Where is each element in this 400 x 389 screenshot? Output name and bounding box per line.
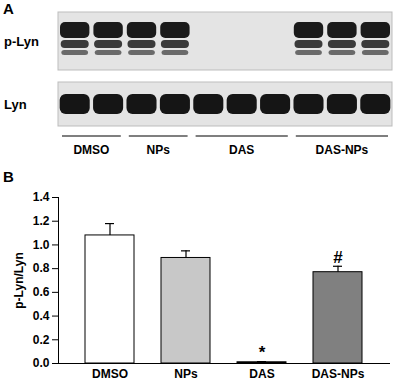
svg-text:A: A — [3, 0, 14, 17]
svg-text:NPs: NPs — [174, 367, 198, 381]
svg-text:p-Lyn/Lyn: p-Lyn/Lyn — [12, 252, 26, 308]
svg-text:DAS: DAS — [229, 143, 254, 157]
svg-text:DMSO: DMSO — [73, 143, 109, 157]
svg-text:DMSO: DMSO — [92, 367, 128, 381]
svg-text:NPs: NPs — [147, 143, 171, 157]
svg-text:DAS-NPs: DAS-NPs — [312, 367, 365, 381]
svg-text:0.2: 0.2 — [33, 333, 50, 347]
svg-text:*: * — [259, 343, 266, 362]
svg-text:Lyn: Lyn — [4, 97, 27, 112]
svg-text:DAS: DAS — [249, 367, 274, 381]
svg-text:DAS-NPs: DAS-NPs — [316, 143, 369, 157]
svg-text:0.0: 0.0 — [33, 356, 50, 370]
svg-text:1.4: 1.4 — [33, 190, 50, 204]
svg-text:#: # — [333, 248, 343, 267]
svg-text:p-Lyn: p-Lyn — [4, 34, 39, 49]
svg-text:0.6: 0.6 — [33, 285, 50, 299]
svg-text:0.4: 0.4 — [33, 309, 50, 323]
svg-text:B: B — [3, 168, 14, 185]
svg-text:1.0: 1.0 — [33, 238, 50, 252]
svg-text:1.2: 1.2 — [33, 214, 50, 228]
svg-text:0.8: 0.8 — [33, 261, 50, 275]
